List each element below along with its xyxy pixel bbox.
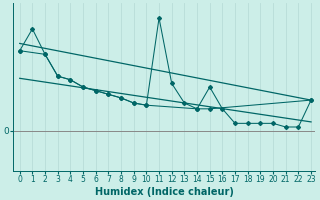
X-axis label: Humidex (Indice chaleur): Humidex (Indice chaleur) <box>95 187 234 197</box>
